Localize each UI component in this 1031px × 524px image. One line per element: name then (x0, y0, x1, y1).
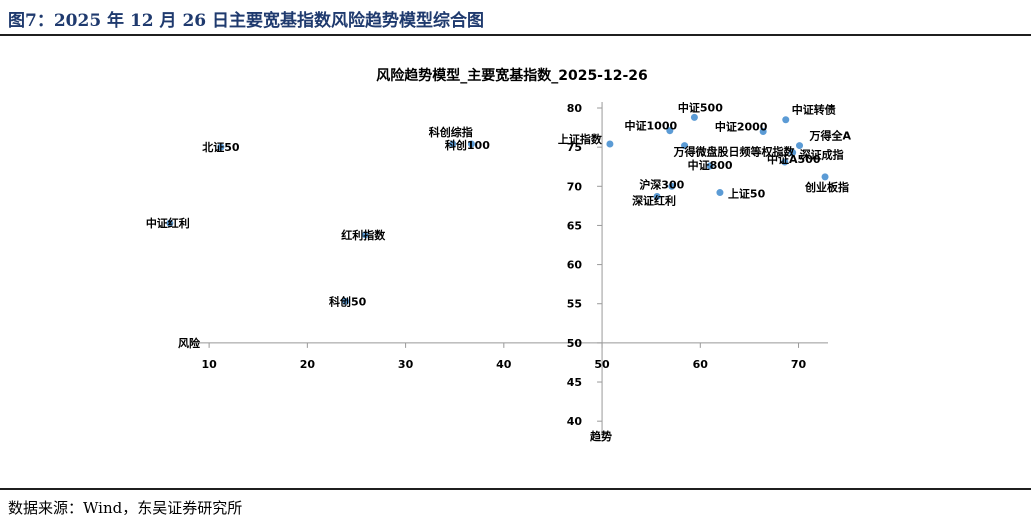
data-point (666, 127, 674, 135)
data-label: 中证2000 (715, 119, 768, 133)
y-tick-label: 40 (567, 415, 583, 428)
data-label: 万得全A (809, 129, 852, 143)
data-point (449, 140, 457, 148)
x-tick-label: 30 (398, 358, 414, 371)
data-label: 深证红利 (632, 193, 676, 207)
data-label: 上证50 (728, 187, 766, 201)
data-label: 科创综指 (429, 125, 473, 139)
y-tick-label: 45 (567, 376, 582, 389)
figure-title: 图7：2025 年 12 月 26 日主要宽基指数风险趋势模型综合图 (8, 11, 485, 31)
x-axis-title: 风险 (178, 336, 201, 350)
x-tick-label: 60 (693, 358, 709, 371)
data-point (782, 116, 790, 124)
data-point (706, 162, 714, 170)
data-point (361, 231, 369, 239)
data-label: 沪深300 (639, 177, 684, 191)
x-tick-label: 10 (201, 358, 217, 371)
data-point (789, 149, 797, 157)
data-point (681, 142, 689, 150)
y-tick-label: 60 (567, 259, 583, 272)
data-point (166, 219, 174, 227)
data-label: 中证800 (688, 158, 733, 172)
data-label: 红利指数 (341, 228, 386, 242)
data-points (166, 113, 829, 305)
data-label: 科创100 (445, 138, 490, 152)
source-note: 数据来源：Wind，东吴证券研究所 (8, 499, 243, 517)
y-tick-label: 55 (567, 298, 582, 311)
data-label: 万得微盘股日频等权指数 (673, 145, 796, 159)
data-point (342, 297, 350, 305)
data-point (716, 189, 724, 197)
chart-title: 风险趋势模型_主要宽基指数_2025-12-26 (376, 67, 648, 84)
data-point (690, 113, 698, 121)
scatter-chart: 风险趋势模型_主要宽基指数_2025-12-26 10 20 30 40 50 60 70 4… (146, 67, 852, 443)
y-tick-label: 75 (567, 141, 582, 154)
data-point (759, 127, 767, 135)
data-label: 上证指数 (558, 132, 603, 146)
data-label: 科创50 (329, 294, 367, 308)
top-rule (0, 34, 1031, 36)
data-point (781, 158, 789, 166)
y-tick-label: 70 (567, 180, 583, 193)
data-point (821, 173, 829, 181)
y-tick-label: 65 (567, 219, 582, 232)
data-label: 北证50 (202, 140, 240, 154)
y-tick-label: 80 (567, 102, 583, 115)
data-point (467, 140, 475, 148)
data-label: 中证500 (678, 100, 723, 114)
y-axis-title: 趋势 (590, 429, 612, 443)
x-tick-label: 20 (300, 358, 316, 371)
data-label: 中证1000 (625, 119, 678, 133)
bottom-rule (0, 488, 1031, 490)
data-point (217, 143, 225, 151)
data-label: 中证转债 (792, 103, 836, 117)
x-tick-label: 40 (496, 358, 512, 371)
y-tick-label: 50 (567, 337, 583, 350)
data-label: 创业板指 (804, 180, 849, 194)
data-point (606, 140, 614, 148)
data-point (668, 182, 676, 190)
data-label: 中证A500 (767, 152, 821, 166)
data-point (653, 192, 661, 200)
data-label: 中证红利 (146, 216, 190, 230)
data-label: 深证成指 (800, 148, 844, 162)
data-point (796, 142, 804, 150)
x-tick-label: 70 (791, 358, 807, 371)
